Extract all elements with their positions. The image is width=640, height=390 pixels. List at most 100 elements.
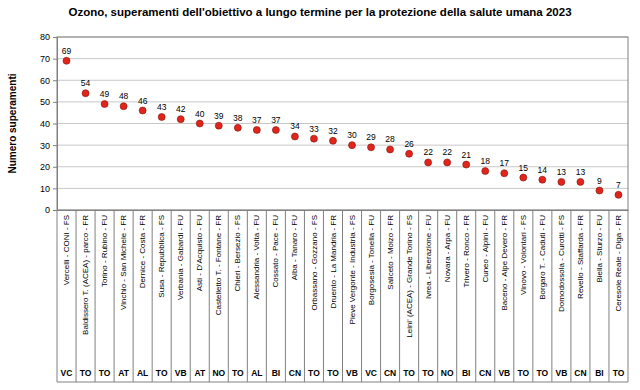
point xyxy=(329,137,336,144)
separator xyxy=(266,210,267,382)
y-tick-label: 10 xyxy=(40,184,50,194)
y-tick-mark xyxy=(53,210,57,211)
data-label: 49 xyxy=(100,89,110,99)
data-label: 40 xyxy=(195,109,205,119)
x-tick-label: Trivero - Ronco - FR xyxy=(462,215,471,288)
data-label: 13 xyxy=(576,167,586,177)
grid-line xyxy=(57,123,628,124)
separator xyxy=(247,210,248,382)
y-tick: 50 xyxy=(40,97,57,107)
group-label: AT xyxy=(194,368,206,378)
separator xyxy=(152,210,153,382)
x-tick-label: Novara - Arpa - FU xyxy=(443,215,452,282)
x-tick: Castelletto T. - Fontane - FR xyxy=(214,215,223,316)
grid-line xyxy=(57,80,628,81)
group-label: CN xyxy=(479,368,491,378)
group-label: BI xyxy=(595,368,604,378)
y-tick-mark xyxy=(53,124,57,125)
data-label: 15 xyxy=(519,163,529,173)
data-label: 17 xyxy=(500,158,510,168)
grid-line xyxy=(57,188,628,189)
data-label: 22 xyxy=(442,147,452,157)
x-tick: Cuneo - Alpini - FU xyxy=(481,215,490,283)
x-tick-label: Ceresole Reale - Diga - FR xyxy=(614,215,623,312)
x-tick-label: Orbassano - Gozzano - FS xyxy=(310,215,319,311)
x-tick: Asti - D'Acquisto - FU xyxy=(195,215,204,291)
separator xyxy=(190,210,191,382)
x-tick: Baceno - Alpe Devero - FR xyxy=(500,215,509,311)
grid xyxy=(57,37,628,210)
x-tick: Vinchio - San Michele - FR xyxy=(119,215,128,310)
y-tick: 80 xyxy=(40,32,57,42)
group-labels: VCTOTOATALTOVBATNOTOALBICNTOTOVBVCCNTOTO… xyxy=(61,368,625,378)
y-tick: 40 xyxy=(40,119,57,129)
point xyxy=(63,57,70,64)
marks xyxy=(63,57,622,198)
x-tick: Torino - Rubino - FU xyxy=(100,215,109,287)
point xyxy=(596,187,603,194)
group-label: TO xyxy=(327,368,339,378)
y-axis-line xyxy=(53,38,58,211)
group-label: TO xyxy=(232,368,244,378)
data-label: 18 xyxy=(481,156,491,166)
group-label: AT xyxy=(118,368,130,378)
point xyxy=(234,124,241,131)
x-tick: Domodossola - Curotti - FS xyxy=(557,215,566,312)
group-label: AL xyxy=(251,368,262,378)
group-label: NO xyxy=(212,368,225,378)
data-label: 39 xyxy=(214,111,224,121)
separator xyxy=(209,210,210,382)
separator xyxy=(57,210,58,382)
y-tick-label: 20 xyxy=(40,162,50,172)
group-label: TO xyxy=(613,368,625,378)
point xyxy=(368,144,375,151)
group-label: BI xyxy=(272,368,281,378)
data-label: 69 xyxy=(62,46,72,56)
x-tick: Verbania - Gabardi - FU xyxy=(176,215,185,300)
x-tick: Ceresole Reale - Diga - FR xyxy=(614,215,623,312)
separator xyxy=(323,210,324,382)
point xyxy=(291,133,298,140)
group-label: VB xyxy=(346,368,358,378)
x-tick: Vercelli - CONI - FS xyxy=(62,215,71,285)
group-label: TO xyxy=(517,368,529,378)
group-label: CN xyxy=(384,368,396,378)
data-labels: 6954494846434240393837373433323029282622… xyxy=(62,46,621,190)
separator xyxy=(228,210,229,382)
y-tick-mark xyxy=(53,80,57,81)
x-tick-label: Borgosesia - Tonella - FU xyxy=(367,215,376,305)
separator xyxy=(589,210,590,382)
group-label: VC xyxy=(61,368,73,378)
separator xyxy=(95,210,96,382)
x-tick-label: Vinovo - Volontari - FS xyxy=(519,215,528,295)
point xyxy=(310,135,317,142)
y-tick-label: 30 xyxy=(40,141,50,151)
x-tick-label: Verbania - Gabardi - FU xyxy=(176,215,185,300)
x-tick: Biella - Sturzo - FU xyxy=(595,215,604,283)
separator xyxy=(551,210,552,382)
x-tick: Baldissero T. (ACEA) - parco - FR xyxy=(81,215,90,335)
x-tick: Susa - Repubblica - FS xyxy=(157,215,166,298)
y-tick-label: 40 xyxy=(40,119,50,129)
point xyxy=(501,170,508,177)
point xyxy=(272,126,279,133)
x-tick-label: Druento - La Mandria - FR xyxy=(329,215,338,309)
separator xyxy=(532,210,533,382)
separator xyxy=(76,210,77,382)
x-tick-label: Cossato - Pace - FU xyxy=(271,215,280,288)
separator xyxy=(304,210,305,382)
data-label: 13 xyxy=(557,167,567,177)
data-label: 43 xyxy=(157,102,167,112)
point xyxy=(425,159,432,166)
x-tick: Trivero - Ronco - FR xyxy=(462,215,471,288)
x-tick-label: Baceno - Alpe Devero - FR xyxy=(500,215,509,311)
x-tick: Alba - Tanaro - FU xyxy=(290,215,299,280)
x-tick-label: Domodossola - Curotti - FS xyxy=(557,215,566,312)
point xyxy=(139,107,146,114)
x-tick-label: Castelletto T. - Fontane - FR xyxy=(214,215,223,316)
separator xyxy=(418,210,419,382)
separator xyxy=(342,210,343,382)
separator xyxy=(513,210,514,382)
x-tick-label: Leini' (ACEA) - Grande Torino - FS xyxy=(405,215,414,338)
point xyxy=(577,178,584,185)
